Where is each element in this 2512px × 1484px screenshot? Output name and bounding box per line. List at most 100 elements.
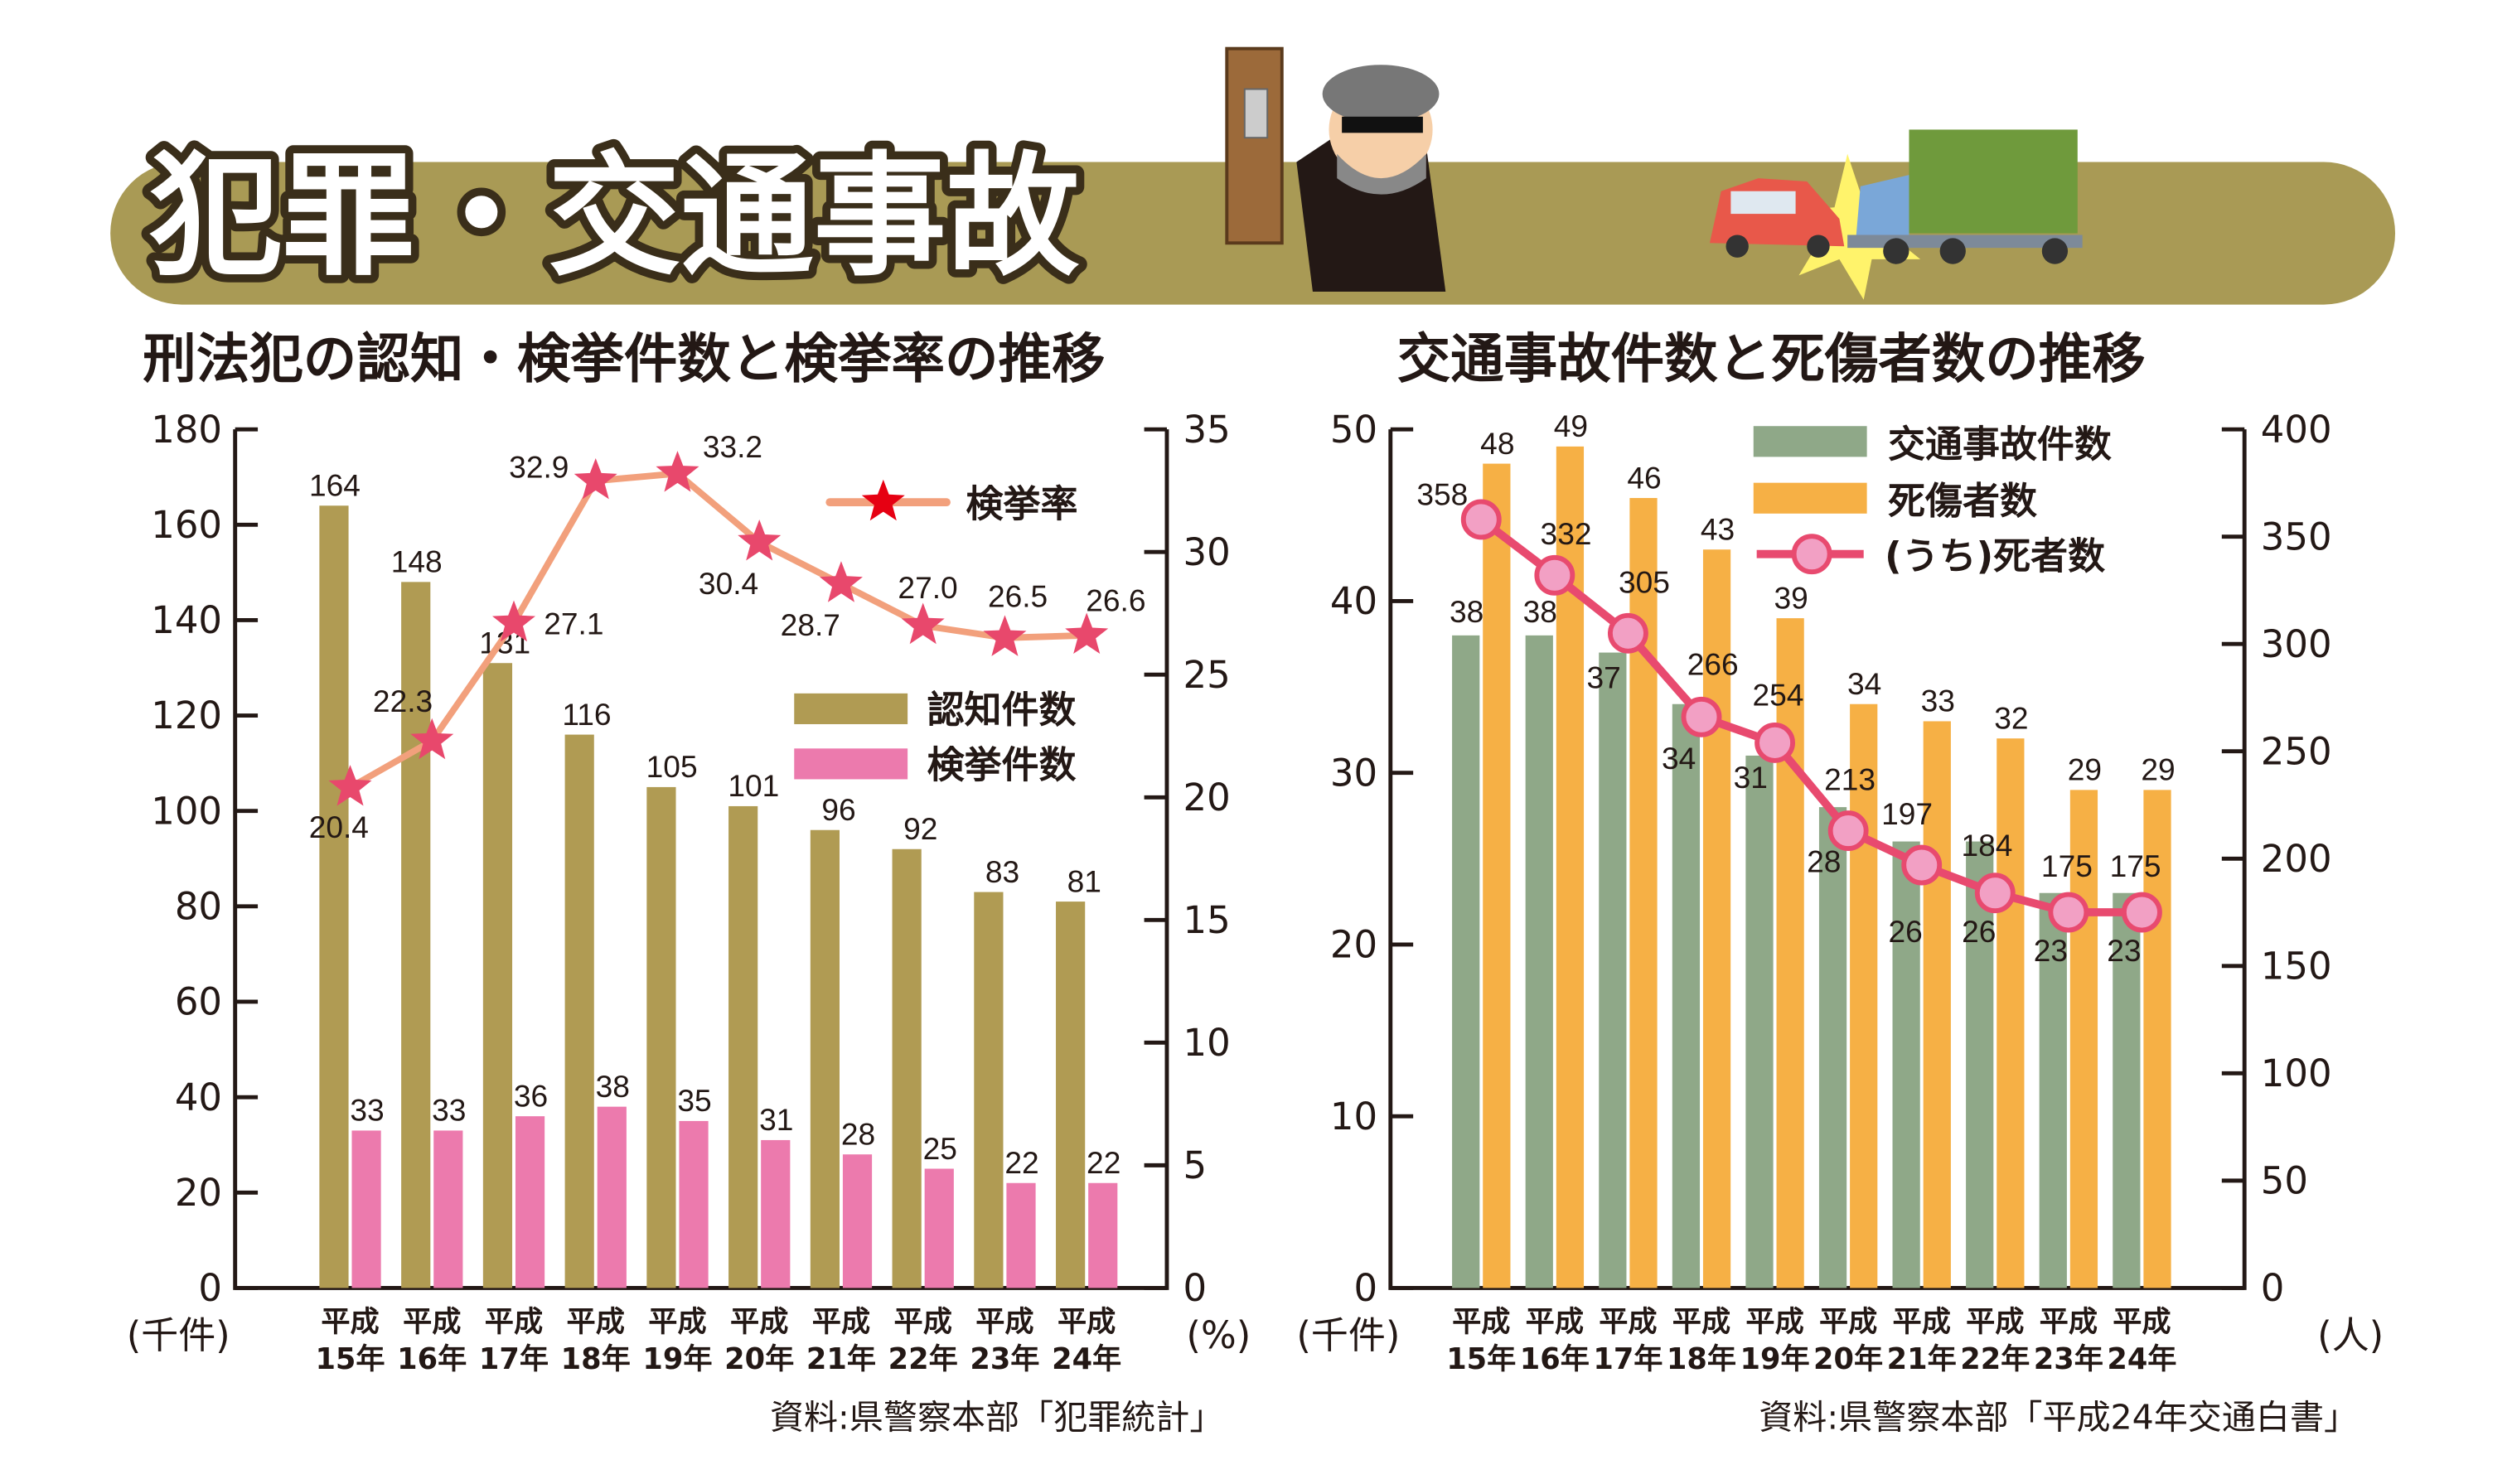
data-label-clearance-rate: 27.1	[544, 607, 603, 641]
x-tick-label-year: 21年	[806, 1342, 876, 1376]
bar-accidents	[2113, 892, 2141, 1288]
circle-marker	[1974, 873, 2016, 914]
circle-marker	[1901, 844, 1943, 886]
right-tick-label: 0	[1183, 1266, 1208, 1310]
x-tick-label-era: 平成	[648, 1305, 706, 1339]
left-tick-label: 160	[151, 503, 222, 547]
data-label-accidents: 26	[1962, 914, 1996, 949]
bar-casualties	[1776, 618, 1804, 1288]
bar-casualties	[1997, 738, 2025, 1288]
bar-recognized	[564, 734, 594, 1288]
star-marker-icon	[901, 602, 945, 645]
bar-cleared	[1088, 1182, 1118, 1288]
data-label-casualties: 34	[1847, 666, 1881, 701]
circle-marker	[1534, 554, 1575, 596]
right-tick-label: 350	[2261, 515, 2332, 558]
left-tick-label: 120	[151, 694, 222, 737]
x-tick-label-era: 平成	[812, 1305, 870, 1339]
x-tick-label-era: 平成	[730, 1305, 788, 1339]
star-marker-icon	[819, 561, 863, 602]
data-label-accidents: 23	[2107, 933, 2141, 968]
data-label-cleared: 22	[1004, 1145, 1038, 1180]
right-tick-label: 250	[2261, 729, 2332, 773]
data-label-clearance-rate: 33.2	[703, 429, 762, 464]
data-label-casualties: 32	[1994, 700, 2028, 735]
x-tick-label-year: 23年	[970, 1342, 1039, 1376]
x-tick-label-year: 15年	[315, 1342, 385, 1376]
legend-accidents-swatch	[1753, 426, 1867, 457]
data-label-clearance-rate: 26.6	[1086, 583, 1145, 618]
x-tick-label-year: 22年	[888, 1342, 958, 1376]
page-title: 犯罪・交通事故	[149, 139, 1080, 294]
data-label-accidents: 34	[1662, 741, 1696, 776]
traffic-chart: 0 10 20 30 40 50 0 50 100 150 200 250 300 350 400 (千件) (…	[1296, 408, 2384, 1438]
data-label-recognized: 148	[391, 544, 443, 579]
bar-recognized	[482, 663, 513, 1288]
data-label-accidents: 26	[1889, 914, 1923, 949]
data-label-recognized: 164	[309, 468, 361, 503]
bar-cleared	[515, 1116, 545, 1288]
left-axis-unit: (千件)	[1296, 1313, 1400, 1357]
bar-accidents	[1452, 635, 1480, 1288]
x-tick-label-year: 17年	[1593, 1342, 1663, 1376]
data-label-casualties: 29	[2141, 752, 2175, 787]
left-tick-label: 40	[175, 1076, 222, 1119]
x-tick-label-era: 平成	[894, 1305, 952, 1339]
bar-cleared	[761, 1139, 791, 1288]
right-axis-unit: (人)	[2317, 1313, 2384, 1357]
left-tick-label: 30	[1330, 751, 1377, 795]
data-label-recognized: 105	[646, 749, 698, 784]
legend-deaths-marker-icon	[1791, 534, 1832, 575]
right-tick-label: 200	[2261, 837, 2332, 881]
left-tick-label: 10	[1330, 1095, 1377, 1138]
x-tick-label-year: 18年	[561, 1342, 631, 1376]
legend-recognized-swatch	[794, 693, 908, 724]
x-tick-label-year: 19年	[1740, 1342, 1809, 1376]
left-tick-label: 50	[1330, 408, 1377, 452]
star-marker-icon	[410, 718, 454, 760]
data-label-deaths: 254	[1753, 677, 1804, 712]
data-label-clearance-rate: 22.3	[373, 684, 433, 718]
right-tick-label: 20	[1183, 776, 1231, 819]
right-tick-label: 5	[1183, 1143, 1208, 1187]
bar-casualties	[1850, 703, 1878, 1288]
legend-rate-label: 検挙率	[966, 482, 1078, 526]
data-label-clearance-rate: 28.7	[781, 607, 840, 642]
bar-accidents	[1599, 652, 1627, 1288]
bar-accidents	[1525, 635, 1553, 1288]
bar-cleared	[842, 1154, 873, 1288]
right-axis-unit: (%)	[1186, 1313, 1251, 1357]
data-label-deaths: 175	[2110, 848, 2161, 883]
circle-marker	[2121, 892, 2162, 933]
circle-marker	[1460, 499, 1502, 540]
data-label-casualties: 33	[1921, 684, 1955, 718]
left-axis-unit: (千件)	[127, 1313, 230, 1357]
bar-recognized	[892, 848, 922, 1288]
x-tick-label-era: 平成	[1058, 1305, 1116, 1339]
bar-accidents	[1892, 841, 1920, 1288]
bar-recognized	[401, 582, 431, 1288]
x-tick-label-year: 18年	[1667, 1342, 1736, 1376]
star-marker-icon	[328, 765, 372, 806]
data-label-clearance-rate: 30.4	[699, 566, 758, 601]
x-tick-label-era: 平成	[485, 1305, 543, 1339]
x-tick-label-year: 20年	[1813, 1342, 1883, 1376]
thief-illustration-icon	[1225, 46, 1446, 292]
x-tick-label-era: 平成	[321, 1305, 379, 1339]
right-tick-label: 50	[2261, 1159, 2308, 1203]
bar-cleared	[597, 1106, 627, 1288]
left-tick-label: 20	[175, 1171, 222, 1215]
data-label-deaths: 266	[1687, 646, 1739, 681]
left-tick-label: 0	[1354, 1266, 1378, 1310]
x-tick-label-year: 23年	[2034, 1342, 2103, 1376]
x-tick-label-year: 17年	[479, 1342, 549, 1376]
left-tick-label: 20	[1330, 923, 1377, 967]
x-tick-label-era: 平成	[1966, 1305, 2024, 1339]
star-marker-icon	[656, 451, 699, 492]
circle-marker	[1607, 612, 1648, 654]
data-label-accidents: 37	[1586, 660, 1620, 695]
source-note: 資料:県警察本部「平成24年交通白書」	[1759, 1398, 2358, 1438]
data-label-casualties: 46	[1627, 460, 1661, 495]
data-label-recognized: 81	[1067, 863, 1101, 898]
